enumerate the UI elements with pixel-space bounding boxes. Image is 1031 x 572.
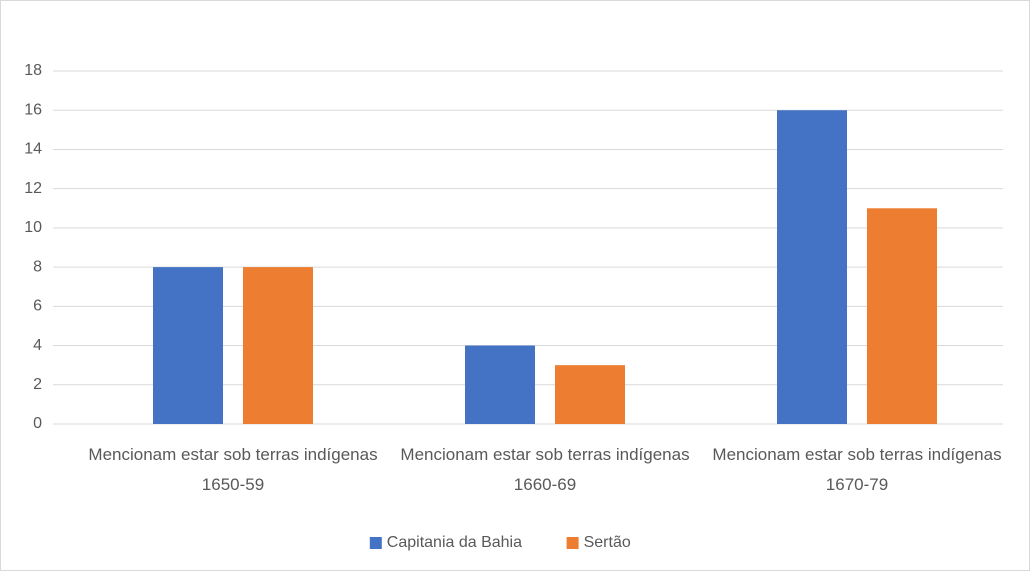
x-tick-label: Mencionam estar sob terras indígenas 166… [400,445,690,494]
legend-swatch [566,537,579,549]
y-tick-label: 0 [33,415,42,432]
y-tick-label: 18 [24,62,42,79]
bar [465,345,535,424]
x-tick-label: Mencionam estar sob terras indígenas 165… [88,445,378,494]
y-tick-label: 14 [24,141,42,158]
y-tick-label: 4 [33,337,42,354]
legend-label: Capitania da Bahia [387,534,522,551]
bar [777,110,847,424]
bar [243,267,313,424]
bar [153,267,223,424]
y-tick-label: 16 [24,101,42,118]
y-tick-label: 12 [24,180,42,197]
x-tick-label: Mencionam estar sob terras indígenas 167… [712,445,1002,494]
y-tick-label: 2 [33,376,42,393]
legend-swatch [369,537,382,549]
legend-label: Sertão [584,534,631,551]
bar [555,365,625,424]
y-tick-label: 10 [24,219,42,236]
y-tick-label: 8 [33,258,42,275]
y-tick-label: 6 [33,298,42,315]
bar [867,208,937,424]
